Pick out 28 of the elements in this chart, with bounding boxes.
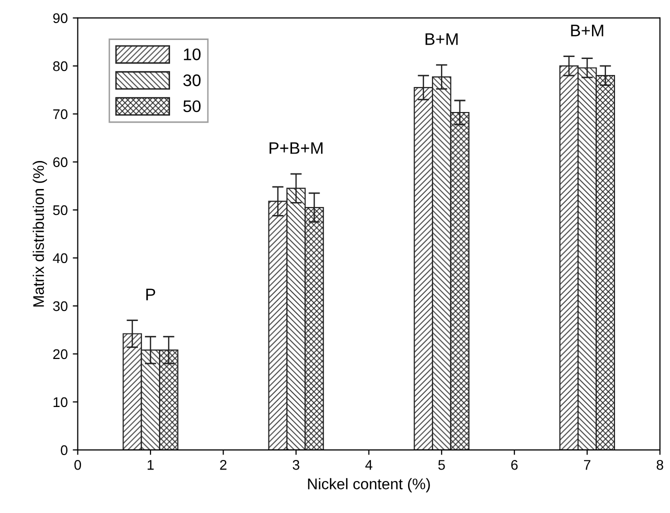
y-tick-label: 30 (53, 301, 68, 312)
x-axis-title: Nickel content (%) (308, 478, 430, 492)
annotation: B+M (571, 24, 604, 36)
y-tick-label: 50 (53, 205, 68, 216)
x-tick-label: 2 (220, 460, 226, 470)
y-tick-label: 0 (60, 445, 68, 456)
y-tick-label: 40 (52, 253, 68, 264)
x-tick-label: 0 (74, 460, 82, 470)
x-tick-label: 3 (292, 460, 300, 470)
y-tick-label: 80 (53, 61, 68, 72)
x-tick-label: 6 (511, 460, 518, 470)
x-tick-label: 8 (656, 460, 664, 470)
y-tick-label: 70 (53, 109, 68, 120)
annotation: P+B+M (270, 142, 322, 154)
y-tick-label: 60 (53, 157, 68, 168)
x-tick-label: 5 (438, 460, 445, 470)
annotation: B+M (426, 33, 458, 45)
y-axis-title: Matrix distribution (%) (32, 161, 47, 307)
legend-label: 50 (183, 100, 201, 112)
y-tick-label: 20 (53, 349, 68, 360)
annotation: P (146, 288, 156, 300)
y-tick-label: 90 (53, 13, 68, 24)
y-tick-label: 10 (54, 397, 68, 408)
x-tick-label: 4 (365, 460, 372, 470)
x-tick-label: 7 (584, 460, 590, 470)
x-tick-label: 1 (148, 460, 154, 470)
legend-label: 10 (184, 48, 201, 60)
legend-label: 30 (183, 74, 201, 86)
